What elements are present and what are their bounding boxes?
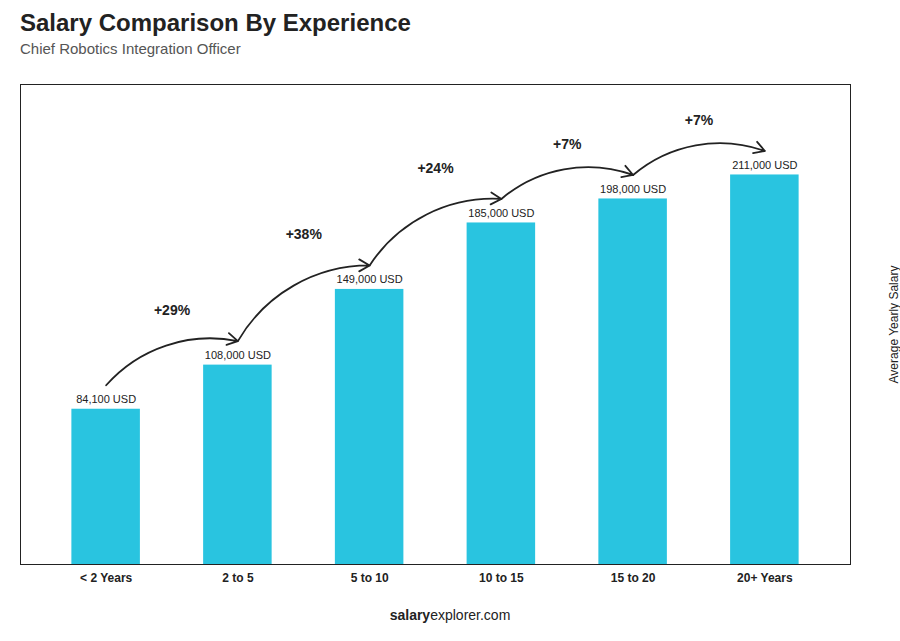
svg-text:198,000 USD: 198,000 USD [600,183,666,195]
svg-text:211,000 USD: 211,000 USD [732,159,797,171]
svg-text:108,000 USD: 108,000 USD [205,349,271,361]
html-text:Chief Robotics Integration Off: Chief Robotics Integration Officer [20,40,241,57]
svg-text:Average Yearly Salary: Average Yearly Salary [887,266,900,384]
svg-text:84,100 USD: 84,100 USD [76,393,136,405]
html-text:Salary Comparison By Experienc: Salary Comparison By Experience [20,9,411,36]
svg-text:+29%: +29% [154,302,191,318]
svg-text:5 to 10: 5 to 10 [351,571,389,585]
svg-text:+38%: +38% [286,226,323,242]
svg-text:+7%: +7% [553,136,582,152]
html-text:salary explorer.com: salary explorer.com [389,607,511,623]
svg-text:20+ Years: 20+ Years [737,571,793,585]
svg-text:185,000 USD: 185,000 USD [468,207,534,219]
svg-text:15 to 20: 15 to 20 [611,571,656,585]
svg-text:149,000 USD: 149,000 USD [337,273,403,285]
svg-text:2 to 5: 2 to 5 [222,571,254,585]
svg-text:10 to 15: 10 to 15 [479,571,524,585]
svg-text:+24%: +24% [417,160,454,176]
svg-text:+7%: +7% [685,112,714,128]
svg-text:< 2 Years: < 2 Years [80,571,132,585]
